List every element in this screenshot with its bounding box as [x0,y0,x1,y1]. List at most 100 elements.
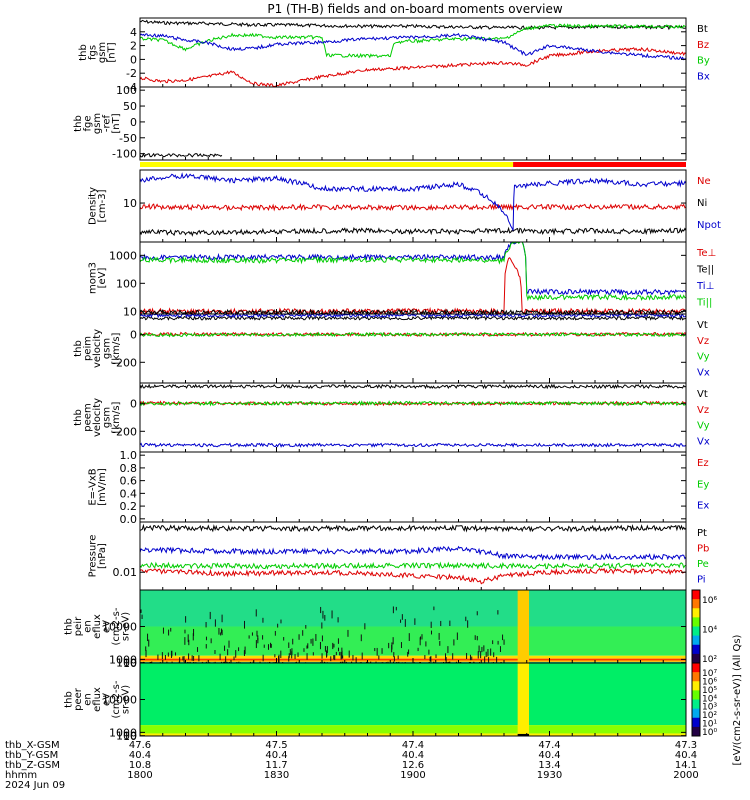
spectrogram-dot [419,636,421,640]
spectrogram-dot [310,638,312,644]
y-axis-label-line: gsm [102,338,113,359]
spectrogram-dot [179,657,181,665]
y-tick-label: -200 [112,425,137,438]
legend-entry-peim-2: Vy [697,352,710,363]
spectrogram-dot [244,620,246,629]
spectrogram-dot [193,628,195,636]
spectrogram-dot [307,643,309,649]
spectrogram-dot [280,650,282,658]
spectrogram-dot [205,644,207,649]
spectrogram-dot [218,627,220,635]
spectrogram-dot [182,656,184,661]
x-axis-value: 40.4 [402,750,424,761]
y-axis-label-line: gsm [92,113,103,134]
spectrogram-dot [445,653,447,661]
spectrogram-dot [331,610,333,619]
colorbar-tick-label: 10⁷ [702,669,717,679]
spectrogram-dot [214,619,216,627]
spectrogram-dot [312,638,314,646]
spectrogram-dot [484,656,486,665]
spectrogram-dot [440,620,442,627]
spectrogram-dot [164,654,166,660]
y-tick-label: 100 [116,84,137,97]
y-tick-label: 1000 [109,249,137,262]
spectrogram-dot [235,650,237,658]
y-axis-label-line: eV [102,693,113,706]
spectrogram-dot [400,619,402,623]
legend-entry-mom-2: Ti⊥ [696,281,714,292]
panel-frame-fge [139,86,687,161]
y-tick-label: 50 [123,100,137,113]
spectrogram-dot [439,640,441,646]
spectrogram-dot [170,650,172,659]
y-axis-label-line: thb [64,618,75,635]
y-axis-label-line: peir [73,616,84,636]
spectrogram-dot [227,649,229,656]
spectrogram-dot [141,614,143,620]
spectrogram-dot [278,656,280,663]
spectrogram-dot [263,644,265,648]
y-axis-label-line: E=-VxB [87,468,98,505]
spectrogram-dot [342,655,344,659]
spectrogram-dot [340,651,342,660]
spectrogram-dot [492,640,494,645]
spectrogram-dot [145,646,147,651]
spectrogram-dot [262,617,264,623]
y-axis-label-line: [cm-3] [97,189,108,222]
spectrogram-dot [404,619,406,627]
spectrogram-dot [262,654,264,662]
spectrogram-dot [274,654,276,658]
y-axis-label-line: [nPa] [97,543,108,569]
colorbar-tick-label: 10⁶ [702,677,717,687]
spectrogram-dot [148,639,150,647]
spectrogram-dot [364,623,366,630]
legend-entry-fgs-1: Bz [697,40,709,51]
y-axis-label-line: (cm2-s- [111,680,122,718]
legend-entry-peem-2: Vy [697,421,710,432]
spectrogram-dot [147,633,149,642]
y-tick-label: 10000 [102,694,137,707]
spectrogram-dot [170,627,172,632]
spectrogram-dot [140,609,142,613]
spectrogram-dot [497,610,499,615]
spectrogram-dot [257,638,259,644]
spectrogram-dot [447,646,449,654]
y-axis-label-line: thb [73,409,84,426]
spectrogram-dot [339,651,341,656]
y-axis-label-line: velocity [92,329,103,368]
spectrogram-dot [490,648,492,656]
colorbar-tick-label: 10⁶ [702,596,717,606]
spectrogram-dot [337,638,339,644]
y-axis-label-line: gsm [102,407,113,428]
spectrogram-dot [288,656,290,662]
spectrogram-dot [193,655,195,661]
spectrogram-dot [198,655,200,662]
spectrogram-dot [292,638,294,645]
spectrogram-band [140,590,686,627]
x-axis-value: 47.4 [402,740,424,751]
spectrogram-dot [417,647,419,652]
spectrogram-dot [321,653,323,659]
spectrogram-dot [291,651,293,659]
spectrogram-dot [306,653,308,660]
spectrogram-dot [497,640,499,645]
spectrogram-burst [517,590,530,663]
y-tick-label: 10 [123,305,137,318]
spectrogram-dot [243,650,245,655]
series-line-peem-2 [139,400,687,407]
y-axis-label-line: velocity [92,398,103,437]
spectrogram-dot [400,642,402,649]
spectrogram-dot [453,639,455,646]
spectrogram-dot [361,652,363,660]
spectrogram-dot [332,642,334,650]
legend-entry-fgs-2: By [697,56,710,67]
legend-entry-fgs-3: Bx [697,71,710,82]
spectrogram-dot [428,649,430,655]
y-axis-label-line: peim [83,336,94,361]
legend-entry-pressure-1: Pb [697,544,709,555]
series-line-mom-2 [139,241,687,296]
spectrogram-dot [378,655,380,660]
spectrogram-dot [485,651,487,658]
